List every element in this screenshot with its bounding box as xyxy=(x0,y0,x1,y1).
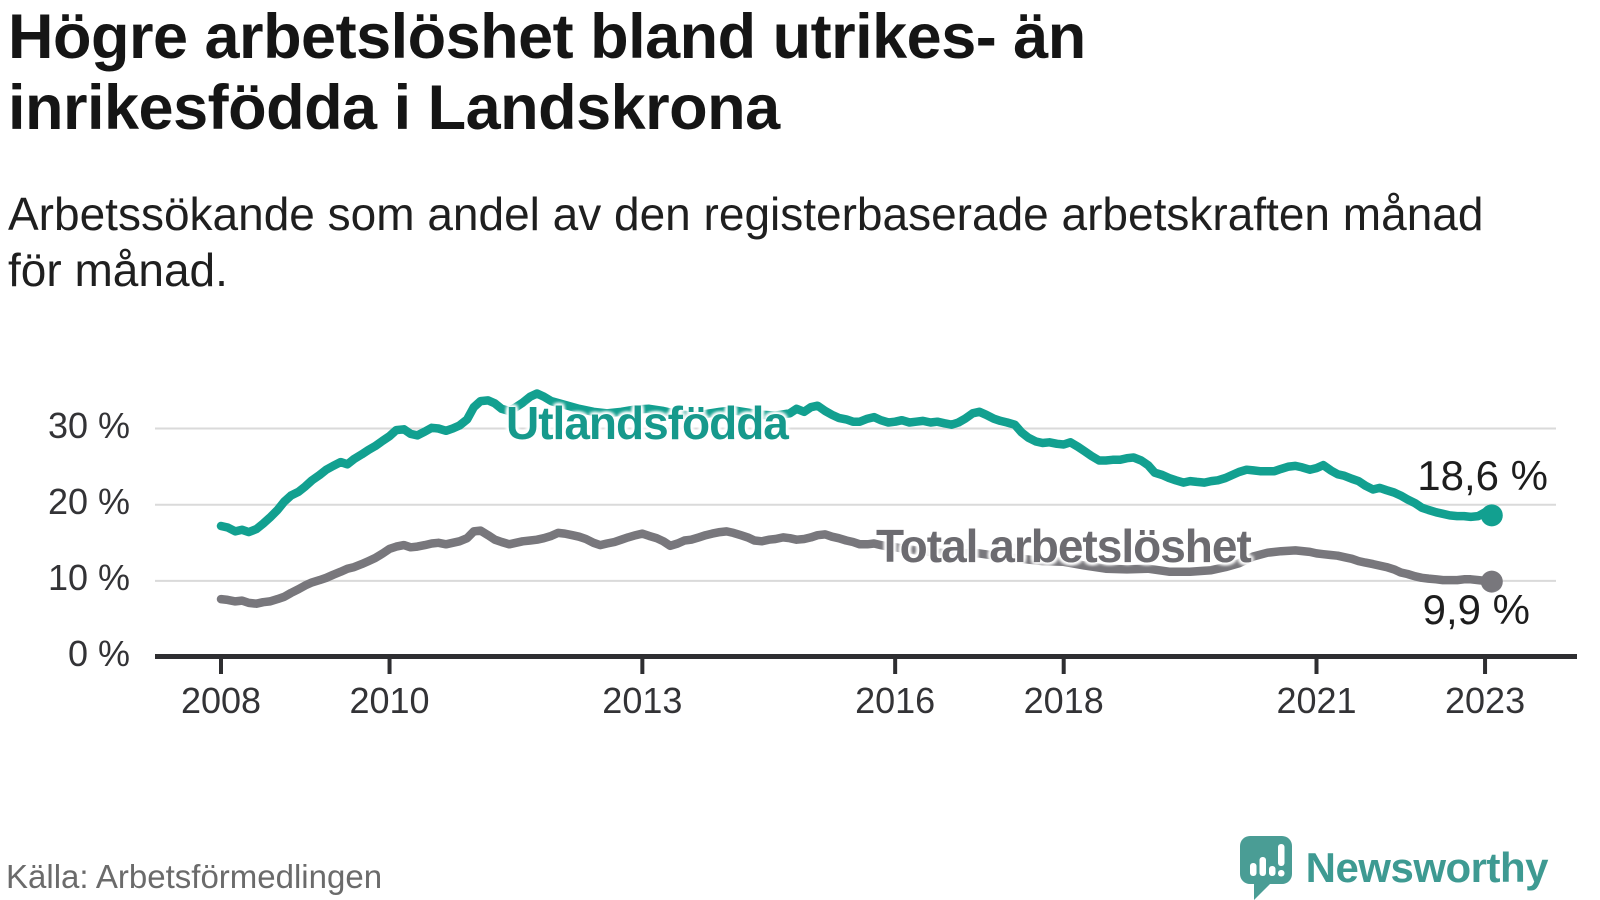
x-tick-label-2008: 2008 xyxy=(180,680,262,721)
y-tick-label-10: 10 % xyxy=(47,556,130,598)
newsworthy-wordmark: Newsworthy xyxy=(1305,844,1549,891)
x-tick-label-2023: 2023 xyxy=(1445,680,1526,721)
series-end-dot-utlandsfodda xyxy=(1480,504,1503,527)
newsworthy-logo[interactable]: Newsworthy xyxy=(1239,836,1549,900)
y-tick-label-30: 30 % xyxy=(47,404,130,446)
series-line-total xyxy=(216,526,1497,608)
series-label-total-arbetsloshet: Total arbetslöshet xyxy=(876,520,1252,572)
chart-subtitle: Arbetssökande som andel av den registerb… xyxy=(8,188,1484,297)
series-label-utlandsfodda: Utlandsfödda xyxy=(506,397,789,449)
y-tick-label-20: 20 % xyxy=(47,480,130,522)
page-title: Högre arbetslöshet bland utrikes- än inr… xyxy=(8,2,1086,143)
y-tick-label-0: 0 % xyxy=(67,633,130,674)
x-tick-label-2013: 2013 xyxy=(602,680,683,721)
end-value-label-total: 9,9 % xyxy=(1422,586,1530,633)
x-tick-label-2016: 2016 xyxy=(855,680,936,721)
x-tick-label-2021: 2021 xyxy=(1276,680,1357,721)
x-tick-label-2010: 2010 xyxy=(349,680,430,721)
x-tick-label-2018: 2018 xyxy=(1023,680,1104,721)
series-line-utlandsfodda xyxy=(216,389,1497,537)
source-note: Källa: Arbetsförmedlingen xyxy=(6,858,383,895)
end-value-label-utlandsfodda: 18,6 % xyxy=(1417,452,1548,499)
newsworthy-pin-icon xyxy=(1239,836,1292,900)
